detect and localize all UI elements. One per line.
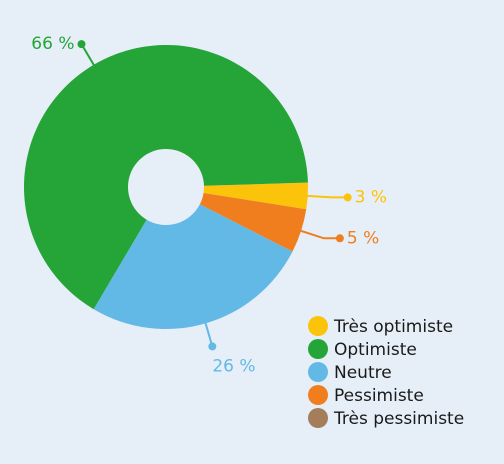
value-label: 66 % (31, 34, 74, 54)
donut-slice (24, 45, 308, 310)
donut-slice (93, 204, 293, 330)
leader-dot (335, 234, 344, 243)
value-label: 3 % (355, 187, 387, 207)
legend-swatch (308, 408, 328, 428)
value-label: 26 % (212, 356, 255, 376)
legend-swatch (308, 316, 328, 336)
legend-swatch (308, 339, 328, 359)
leader-line (80, 43, 96, 68)
legend-label: Pessimiste (334, 386, 424, 406)
legend-swatch (308, 362, 328, 382)
legend-swatch (308, 385, 328, 405)
leader-line (204, 321, 214, 347)
legend-label: Optimiste (334, 340, 417, 360)
legend-label: Très optimiste (333, 317, 453, 337)
value-label: 5 % (347, 228, 379, 248)
leader-dot (208, 342, 217, 351)
legend-label: Très pessimiste (333, 409, 464, 429)
leader-line (298, 229, 340, 240)
donut-slice (199, 192, 307, 252)
donut-slice (203, 182, 309, 210)
legend-label: Neutre (334, 363, 392, 383)
leader-line (305, 194, 348, 199)
leader-dot (77, 40, 86, 49)
leader-dot (343, 193, 352, 202)
